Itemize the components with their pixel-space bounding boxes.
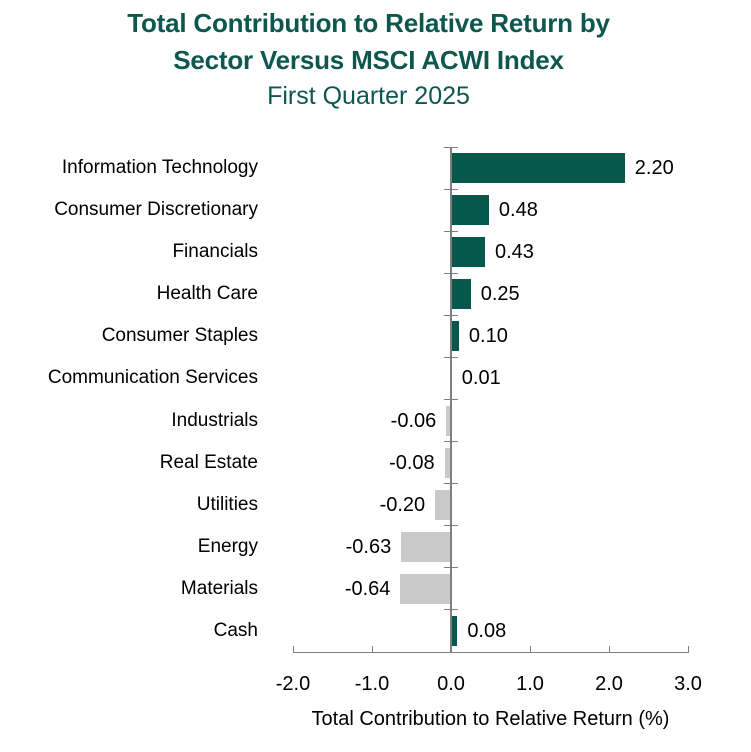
category-tick — [444, 525, 458, 527]
value-label: -0.20 — [379, 493, 426, 516]
category-label: Communication Services — [47, 367, 258, 389]
x-axis-tick — [292, 646, 294, 652]
x-axis-tick — [687, 646, 689, 652]
category-label: Utilities — [196, 493, 258, 515]
value-label: 0.08 — [467, 619, 507, 642]
value-label: -0.64 — [344, 577, 391, 600]
category-label: Consumer Staples — [101, 325, 258, 347]
bar-real-estate — [444, 447, 451, 478]
value-label: 0.10 — [468, 325, 508, 348]
bar-consumer-discretionary — [451, 195, 489, 226]
x-tick-label: 3.0 — [674, 673, 702, 695]
value-label: 0.48 — [498, 199, 538, 222]
bar-financials — [451, 237, 485, 268]
x-axis-tick — [371, 646, 373, 652]
chart-title-line-1: Total Contribution to Relative Return by — [127, 8, 610, 38]
x-tick-label: 2.0 — [595, 673, 623, 695]
category-label: Materials — [180, 577, 258, 599]
category-tick — [444, 567, 458, 569]
bar-energy — [401, 531, 451, 562]
value-label: -0.63 — [345, 535, 392, 558]
category-tick — [444, 230, 458, 232]
category-tick — [444, 609, 458, 611]
x-axis-tick — [608, 646, 610, 652]
bar-industrials — [446, 405, 451, 436]
value-label: -0.06 — [390, 409, 437, 432]
bar-consumer-staples — [451, 321, 459, 352]
x-axis-tick — [450, 646, 452, 652]
chart-subtitle: First Quarter 2025 — [267, 82, 470, 110]
category-tick — [444, 272, 458, 274]
bar-utilities — [435, 489, 451, 520]
value-label: 0.25 — [480, 283, 520, 306]
x-axis-title: Total Contribution to Relative Return (%… — [311, 708, 670, 730]
category-label: Industrials — [171, 409, 258, 431]
category-label: Consumer Discretionary — [54, 199, 258, 221]
x-tick-label: 1.0 — [516, 673, 544, 695]
category-tick — [444, 314, 458, 316]
category-tick — [444, 441, 458, 443]
category-tick — [444, 356, 458, 358]
x-tick-label: -1.0 — [354, 673, 390, 695]
value-label: 2.20 — [634, 157, 674, 180]
category-label: Real Estate — [159, 451, 258, 473]
value-label: 0.43 — [494, 241, 534, 264]
category-label: Financials — [172, 241, 258, 263]
value-label: -0.08 — [389, 451, 435, 474]
x-axis-line — [293, 652, 689, 653]
category-tick — [444, 146, 458, 148]
x-tick-label: -2.0 — [275, 673, 311, 695]
category-label: Cash — [213, 619, 258, 641]
bar-cash — [451, 615, 458, 646]
bar-materials — [400, 573, 451, 604]
category-tick — [444, 399, 458, 400]
chart-title-line-2: Sector Versus MSCI ACWI Index — [173, 45, 564, 75]
category-label: Energy — [197, 535, 258, 557]
bar-health-care — [451, 279, 471, 310]
category-tick — [444, 483, 458, 485]
value-label: 0.01 — [461, 367, 501, 390]
category-tick — [444, 188, 458, 190]
x-tick-label: 0.0 — [437, 673, 465, 695]
category-label: Information Technology — [61, 157, 258, 179]
bar-information-technology — [451, 153, 625, 184]
category-label: Health Care — [156, 283, 258, 305]
x-axis-tick — [529, 646, 531, 652]
